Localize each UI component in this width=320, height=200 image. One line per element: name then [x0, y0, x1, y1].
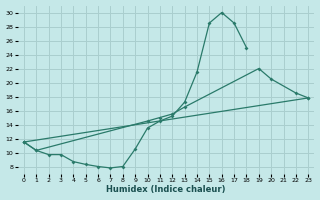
- X-axis label: Humidex (Indice chaleur): Humidex (Indice chaleur): [106, 185, 226, 194]
